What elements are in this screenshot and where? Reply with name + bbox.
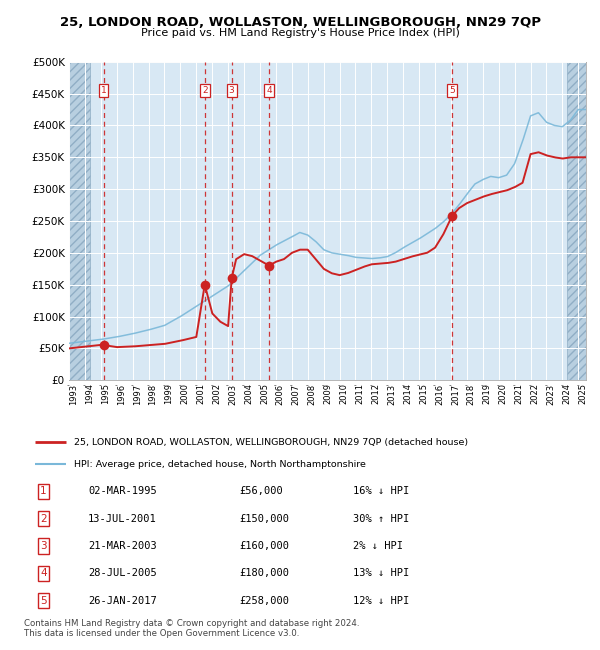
Text: 2010: 2010 (340, 384, 349, 404)
Text: 2011: 2011 (355, 384, 364, 404)
Text: 2014: 2014 (403, 384, 412, 404)
Bar (567, 62, 591, 380)
Text: Contains HM Land Registry data © Crown copyright and database right 2024.
This d: Contains HM Land Registry data © Crown c… (24, 619, 359, 638)
Text: 3: 3 (229, 86, 235, 95)
Text: 1994: 1994 (85, 384, 94, 404)
Text: 4: 4 (40, 568, 47, 578)
Text: 1999: 1999 (164, 384, 173, 404)
Text: £258,000: £258,000 (239, 595, 289, 606)
Text: 2013: 2013 (387, 384, 396, 404)
Text: 2016: 2016 (435, 384, 444, 404)
Text: 26-JAN-2017: 26-JAN-2017 (88, 595, 157, 606)
Text: 2020: 2020 (499, 384, 508, 404)
Text: Price paid vs. HM Land Registry's House Price Index (HPI): Price paid vs. HM Land Registry's House … (140, 28, 460, 38)
Text: 21-MAR-2003: 21-MAR-2003 (88, 541, 157, 551)
Text: 2023: 2023 (547, 384, 556, 404)
Text: 1997: 1997 (133, 384, 142, 404)
Text: 4: 4 (266, 86, 272, 95)
Text: 13-JUL-2001: 13-JUL-2001 (88, 514, 157, 524)
Text: 2015: 2015 (419, 384, 428, 404)
Text: 2018: 2018 (467, 384, 476, 404)
Text: 2% ↓ HPI: 2% ↓ HPI (353, 541, 403, 551)
Text: 2019: 2019 (483, 384, 492, 404)
Text: 2000: 2000 (181, 384, 190, 404)
Text: 28-JUL-2005: 28-JUL-2005 (88, 568, 157, 578)
Text: 1998: 1998 (149, 384, 158, 404)
Text: 1993: 1993 (69, 384, 78, 404)
Text: 2007: 2007 (292, 384, 301, 404)
Text: 1996: 1996 (117, 384, 126, 404)
Text: 2017: 2017 (451, 384, 460, 404)
Text: 1: 1 (101, 86, 106, 95)
Text: 30% ↑ HPI: 30% ↑ HPI (353, 514, 409, 524)
Text: 2: 2 (202, 86, 208, 95)
Bar (69, 62, 91, 380)
Text: 2003: 2003 (228, 384, 237, 404)
Text: 2006: 2006 (276, 384, 285, 404)
Text: 2002: 2002 (212, 384, 221, 404)
Text: 5: 5 (449, 86, 455, 95)
Text: 13% ↓ HPI: 13% ↓ HPI (353, 568, 409, 578)
Text: 2009: 2009 (323, 384, 332, 404)
Text: 12% ↓ HPI: 12% ↓ HPI (353, 595, 409, 606)
Text: 3: 3 (40, 541, 47, 551)
Text: 2004: 2004 (244, 384, 253, 404)
Text: 1995: 1995 (101, 384, 110, 404)
Text: £180,000: £180,000 (239, 568, 289, 578)
Text: 2012: 2012 (371, 384, 380, 404)
Text: £160,000: £160,000 (239, 541, 289, 551)
Text: 2025: 2025 (578, 384, 587, 404)
Text: 2008: 2008 (308, 384, 317, 404)
Text: £150,000: £150,000 (239, 514, 289, 524)
Text: 25, LONDON ROAD, WOLLASTON, WELLINGBOROUGH, NN29 7QP (detached house): 25, LONDON ROAD, WOLLASTON, WELLINGBOROU… (74, 437, 469, 447)
Text: 2021: 2021 (515, 384, 524, 404)
Text: 2022: 2022 (530, 384, 539, 404)
Text: 25, LONDON ROAD, WOLLASTON, WELLINGBOROUGH, NN29 7QP: 25, LONDON ROAD, WOLLASTON, WELLINGBOROU… (59, 16, 541, 29)
Text: 2005: 2005 (260, 384, 269, 404)
Text: 1: 1 (40, 486, 47, 497)
Text: 5: 5 (40, 595, 47, 606)
Text: HPI: Average price, detached house, North Northamptonshire: HPI: Average price, detached house, Nort… (74, 460, 366, 469)
Text: 02-MAR-1995: 02-MAR-1995 (88, 486, 157, 497)
Text: 16% ↓ HPI: 16% ↓ HPI (353, 486, 409, 497)
Text: 2: 2 (40, 514, 47, 524)
Text: £56,000: £56,000 (239, 486, 283, 497)
Text: 2024: 2024 (562, 384, 571, 404)
Text: 2001: 2001 (196, 384, 205, 404)
